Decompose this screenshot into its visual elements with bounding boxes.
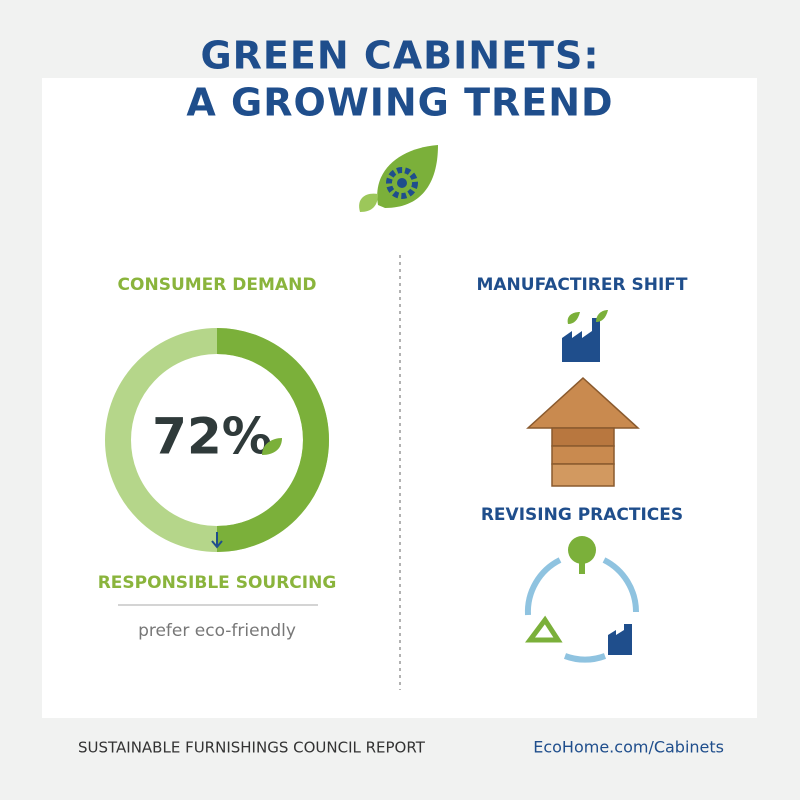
right-subheading: REVISING PRACTICES (481, 505, 683, 525)
factory-icon (562, 310, 608, 362)
leaf (262, 438, 282, 455)
left-heading: CONSUMER DEMAND (118, 275, 317, 295)
title-line: A GROWING TREND (186, 81, 613, 125)
right-heading: MANUFACTIRER SHIFT (476, 275, 687, 295)
stat: 72% (152, 408, 272, 466)
wood-arrow (526, 376, 640, 487)
left-label: RESPONSIBLE SOURCING (98, 573, 337, 593)
arrow (211, 532, 223, 549)
leaf-gear-icon (359, 145, 438, 212)
caption: prefer eco-friendly (138, 621, 296, 641)
cycle-diagram (524, 536, 640, 663)
footer-source: SUSTAINABLE FURNISHINGS COUNCIL REPORT (78, 739, 426, 757)
footer-link[interactable]: EcoHome.com/Cabinets (533, 738, 724, 757)
title-line: GREEN CABINETS: (200, 34, 599, 78)
